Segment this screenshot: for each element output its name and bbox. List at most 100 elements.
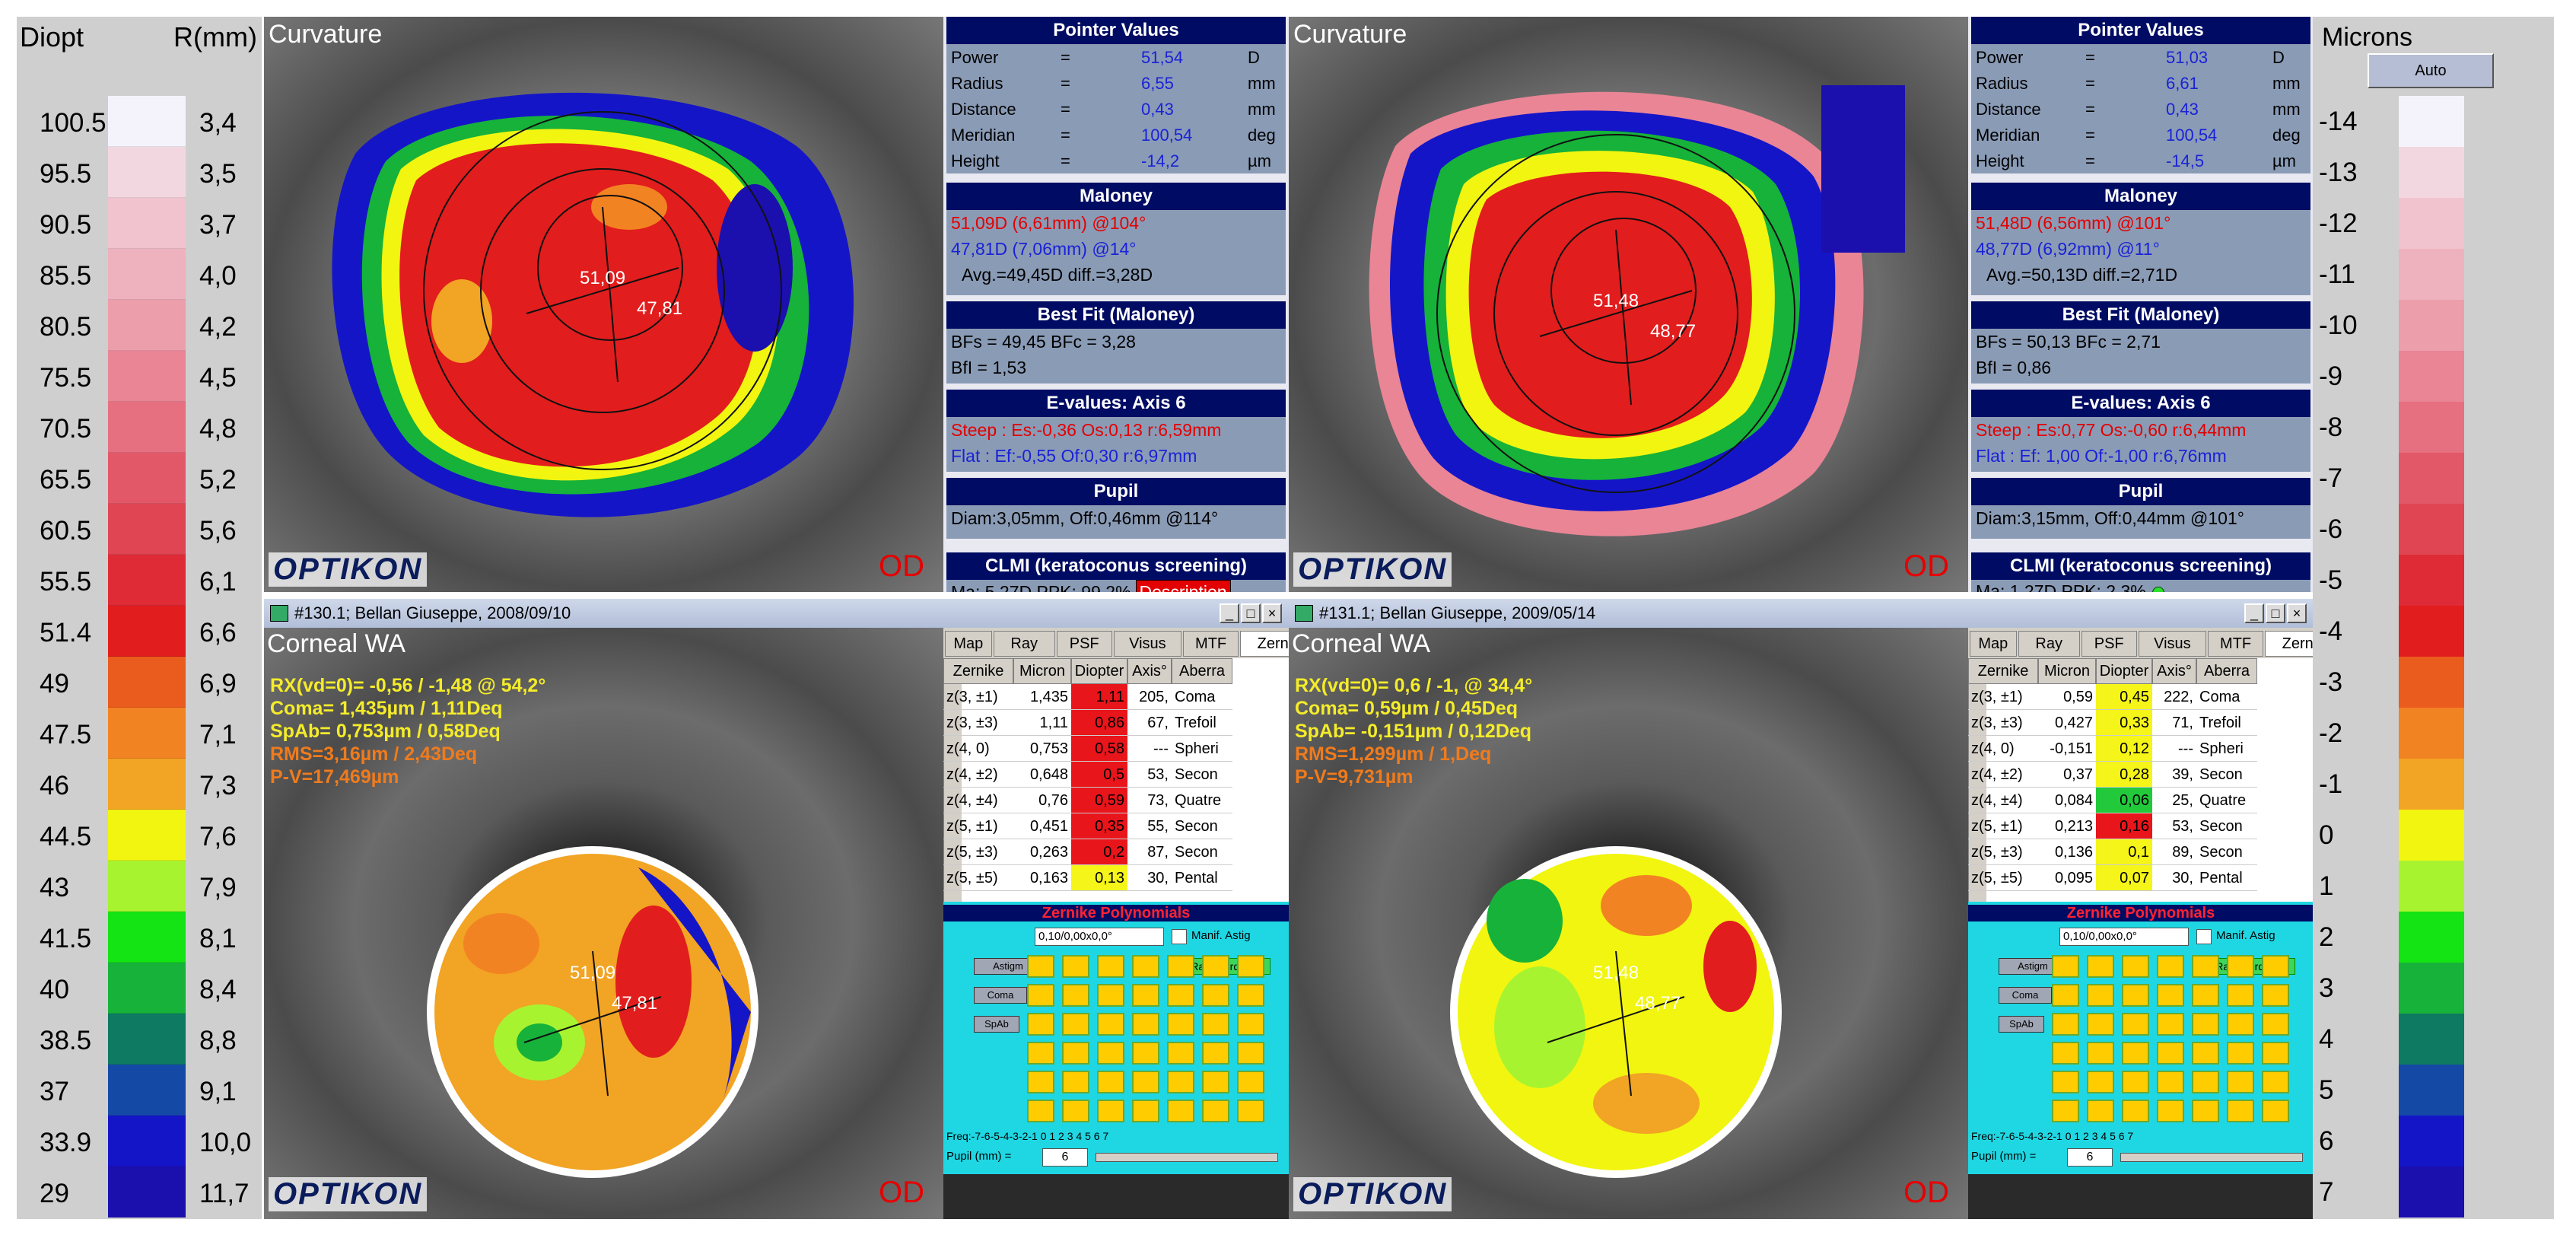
pupil-slider[interactable] xyxy=(2120,1153,2303,1162)
astigm-button[interactable]: Astigm xyxy=(1999,958,2067,975)
tab-mtf[interactable]: MTF xyxy=(1183,631,1239,657)
tab-zernike[interactable]: Zernike xyxy=(1240,631,1289,657)
close-button[interactable]: × xyxy=(2287,603,2307,623)
zernike-term-button[interactable] xyxy=(2262,984,2289,1007)
zernike-term-button[interactable] xyxy=(1062,955,1089,978)
tab-map[interactable]: Map xyxy=(945,631,992,657)
table-header[interactable]: Micron xyxy=(2038,658,2096,684)
zernike-term-button[interactable] xyxy=(2052,1071,2079,1093)
table-header[interactable]: Micron xyxy=(1013,658,1071,684)
zernike-term-button[interactable] xyxy=(1027,955,1054,978)
coma-button[interactable]: Coma xyxy=(1999,987,2052,1004)
corneal-map[interactable] xyxy=(1289,17,1968,592)
zernike-term-button[interactable] xyxy=(1132,1100,1159,1122)
zernike-term-button[interactable] xyxy=(2262,1013,2289,1036)
table-header[interactable]: Aberra xyxy=(1172,658,1232,684)
table-header[interactable]: Diopter xyxy=(1071,658,1127,684)
zernike-term-button[interactable] xyxy=(1027,1071,1054,1093)
tab-visus[interactable]: Visus xyxy=(2138,631,2207,657)
table-header[interactable]: Axis° xyxy=(2152,658,2196,684)
zernike-term-button[interactable] xyxy=(2052,984,2079,1007)
auto-button[interactable]: Auto xyxy=(2368,53,2494,88)
zernike-term-button[interactable] xyxy=(2262,1071,2289,1093)
zernike-term-button[interactable] xyxy=(1237,984,1264,1007)
zernike-term-button[interactable] xyxy=(2122,1100,2149,1122)
zernike-term-button[interactable] xyxy=(2157,955,2184,978)
zernike-term-button[interactable] xyxy=(1062,1100,1089,1122)
zernike-term-button[interactable] xyxy=(1132,984,1159,1007)
corneal-map[interactable] xyxy=(264,628,943,1203)
spab-button[interactable]: SpAb xyxy=(1999,1016,2044,1033)
pupil-input[interactable]: 6 xyxy=(1042,1148,1088,1167)
zernike-term-button[interactable] xyxy=(2052,1013,2079,1036)
zernike-term-button[interactable] xyxy=(2227,1071,2254,1093)
zernike-term-button[interactable] xyxy=(1167,1071,1194,1093)
zernike-term-button[interactable] xyxy=(2192,1071,2219,1093)
zernike-term-button[interactable] xyxy=(1097,955,1124,978)
zernike-term-button[interactable] xyxy=(2087,1042,2114,1065)
zernike-term-button[interactable] xyxy=(1237,1013,1264,1036)
zernike-term-button[interactable] xyxy=(1062,1071,1089,1093)
zernike-term-button[interactable] xyxy=(2157,1100,2184,1122)
zernike-term-button[interactable] xyxy=(1027,1013,1054,1036)
minimize-button[interactable]: _ xyxy=(1220,603,1239,623)
tab-ray[interactable]: Ray xyxy=(993,631,1055,657)
table-header[interactable]: Diopter xyxy=(2096,658,2152,684)
zernike-term-button[interactable] xyxy=(2087,1013,2114,1036)
zernike-term-button[interactable] xyxy=(1062,984,1089,1007)
zernike-term-button[interactable] xyxy=(2122,984,2149,1007)
zernike-term-button[interactable] xyxy=(1202,955,1229,978)
zernike-term-button[interactable] xyxy=(2122,955,2149,978)
zernike-term-button[interactable] xyxy=(1167,1100,1194,1122)
tab-mtf[interactable]: MTF xyxy=(2208,631,2263,657)
zernike-term-button[interactable] xyxy=(2122,1013,2149,1036)
tab-ray[interactable]: Ray xyxy=(2018,631,2080,657)
zernike-term-button[interactable] xyxy=(1132,1042,1159,1065)
scrollbar[interactable] xyxy=(1968,658,1986,902)
zernike-term-button[interactable] xyxy=(1097,1100,1124,1122)
zernike-term-button[interactable] xyxy=(2262,1100,2289,1122)
zernike-term-button[interactable] xyxy=(2087,984,2114,1007)
zernike-term-button[interactable] xyxy=(2157,1013,2184,1036)
zernike-term-button[interactable] xyxy=(1167,984,1194,1007)
zernike-term-button[interactable] xyxy=(1097,1013,1124,1036)
close-button[interactable]: × xyxy=(1262,603,1282,623)
zernike-term-button[interactable] xyxy=(1027,1100,1054,1122)
zernike-term-button[interactable] xyxy=(1027,1042,1054,1065)
table-header[interactable]: Axis° xyxy=(1127,658,1172,684)
zernike-term-button[interactable] xyxy=(1097,1042,1124,1065)
zernike-term-button[interactable] xyxy=(2192,984,2219,1007)
zernike-term-button[interactable] xyxy=(1202,1013,1229,1036)
zernike-term-button[interactable] xyxy=(2052,1100,2079,1122)
zernike-term-button[interactable] xyxy=(2262,955,2289,978)
zernike-term-button[interactable] xyxy=(1237,1100,1264,1122)
zernike-term-button[interactable] xyxy=(1062,1042,1089,1065)
zernike-field[interactable]: 0,10/0,00x0,0° xyxy=(2059,928,2189,946)
zernike-term-button[interactable] xyxy=(1202,1042,1229,1065)
zernike-term-button[interactable] xyxy=(2052,955,2079,978)
zernike-term-button[interactable] xyxy=(2087,955,2114,978)
zernike-term-button[interactable] xyxy=(1062,1013,1089,1036)
pupil-input[interactable]: 6 xyxy=(2067,1148,2113,1167)
zernike-term-button[interactable] xyxy=(2192,1042,2219,1065)
zernike-term-button[interactable] xyxy=(1167,1042,1194,1065)
zernike-term-button[interactable] xyxy=(2192,1013,2219,1036)
zernike-term-button[interactable] xyxy=(2227,1042,2254,1065)
zernike-term-button[interactable] xyxy=(1097,984,1124,1007)
zernike-term-button[interactable] xyxy=(1027,984,1054,1007)
maximize-button[interactable]: □ xyxy=(2266,603,2285,623)
zernike-term-button[interactable] xyxy=(1132,1071,1159,1093)
zernike-term-button[interactable] xyxy=(2227,955,2254,978)
zernike-term-button[interactable] xyxy=(1097,1071,1124,1093)
tab-psf[interactable]: PSF xyxy=(2081,631,2137,657)
pupil-slider[interactable] xyxy=(1096,1153,1278,1162)
tab-zernike[interactable]: Zernike xyxy=(2265,631,2314,657)
minimize-button[interactable]: _ xyxy=(2244,603,2264,623)
manif-astig-checkbox[interactable] xyxy=(2196,929,2212,944)
tab-psf[interactable]: PSF xyxy=(1056,631,1112,657)
table-header[interactable]: Aberra xyxy=(2196,658,2257,684)
zernike-term-button[interactable] xyxy=(2157,1042,2184,1065)
zernike-term-button[interactable] xyxy=(2157,984,2184,1007)
zernike-term-button[interactable] xyxy=(2262,1042,2289,1065)
zernike-term-button[interactable] xyxy=(2052,1042,2079,1065)
